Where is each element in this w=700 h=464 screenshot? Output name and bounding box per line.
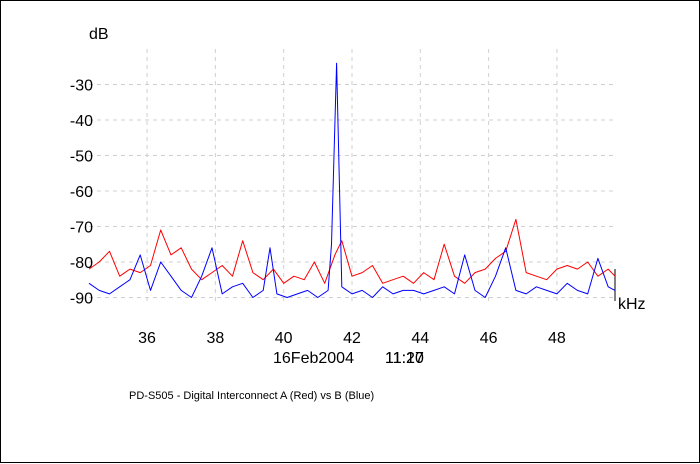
x-tick-label-1: 38 [206, 330, 224, 347]
grid [89, 49, 615, 301]
y-axis-label: dB [89, 26, 109, 43]
y-tick-label-3: -60 [70, 184, 93, 201]
x-tick-label-6: 48 [548, 330, 566, 347]
x-tick-label-0: 36 [138, 330, 156, 347]
timestamp-time-2: 11:17 [385, 350, 424, 367]
x-axis-label: kHz [618, 296, 646, 313]
x-tick-label-2: 40 [275, 330, 293, 347]
series-line-1 [88, 62, 616, 298]
y-tick-label-0: -30 [70, 77, 93, 94]
y-tick-label-6: -90 [70, 290, 93, 307]
chart-caption: PD-S505 - Digital Interconnect A (Red) v… [129, 390, 374, 402]
series-group [88, 62, 616, 298]
y-tick-label-1: -40 [70, 113, 93, 130]
timestamp-time-1: 11:20 [385, 350, 424, 367]
series-line-0 [88, 218, 616, 284]
x-tick-label-3: 42 [343, 330, 361, 347]
x-tick-label-5: 46 [480, 330, 498, 347]
y-tick-label-2: -50 [70, 148, 93, 165]
tick-labels: 36 38 40 42 44 46 48 -30 -40 -50 -60 -70 -80 -90 [70, 77, 566, 347]
y-tick-label-5: -80 [70, 255, 93, 272]
timestamp-date: 16Feb2004 [273, 350, 354, 367]
y-tick-label-4: -70 [70, 219, 93, 236]
x-tick-label-4: 44 [411, 330, 429, 347]
